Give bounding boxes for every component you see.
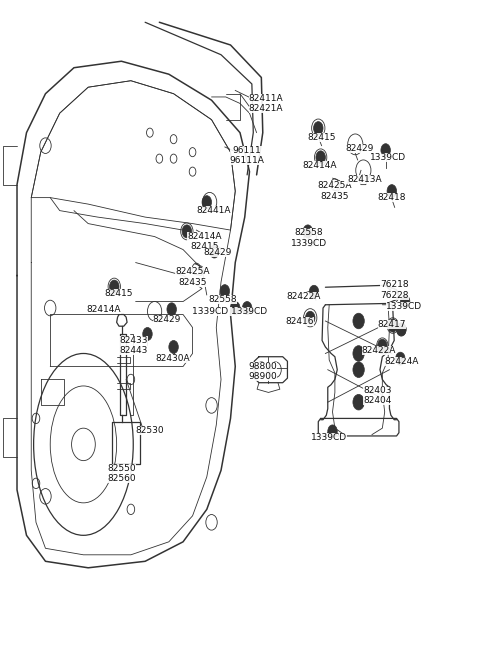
Circle shape <box>303 225 312 238</box>
Text: 82429: 82429 <box>204 248 232 257</box>
Text: 82422A: 82422A <box>287 292 321 301</box>
Circle shape <box>396 323 406 336</box>
Circle shape <box>400 295 410 308</box>
Circle shape <box>313 122 323 135</box>
Circle shape <box>109 280 119 293</box>
Circle shape <box>182 225 192 238</box>
Circle shape <box>387 185 396 198</box>
Text: 82416: 82416 <box>285 316 313 326</box>
Text: 82558: 82558 <box>208 295 237 304</box>
Circle shape <box>353 394 364 410</box>
Text: 82414A
82415: 82414A 82415 <box>187 232 222 252</box>
Text: 82415: 82415 <box>307 133 336 141</box>
Circle shape <box>220 285 229 297</box>
Text: 82530: 82530 <box>135 426 164 435</box>
Text: 82433
82443: 82433 82443 <box>120 336 148 356</box>
Text: 82550
82560: 82550 82560 <box>107 464 136 483</box>
Text: 1339CD 1339CD: 1339CD 1339CD <box>192 307 267 316</box>
Circle shape <box>316 151 325 164</box>
Text: 82430A: 82430A <box>156 354 190 363</box>
Text: 82418: 82418 <box>378 193 406 202</box>
Text: 82425A
82435: 82425A 82435 <box>175 267 210 286</box>
Text: 82413A: 82413A <box>347 175 382 184</box>
Circle shape <box>309 286 319 298</box>
Circle shape <box>378 339 387 352</box>
Circle shape <box>143 328 152 341</box>
Text: 82414A: 82414A <box>302 160 337 170</box>
Circle shape <box>381 143 390 157</box>
Text: 76218
76228: 76218 76228 <box>380 280 408 299</box>
Text: 82411A
82421A: 82411A 82421A <box>249 94 283 113</box>
Circle shape <box>353 346 364 362</box>
Circle shape <box>353 313 364 329</box>
Text: 82425A
82435: 82425A 82435 <box>318 181 352 201</box>
Text: 1339CD: 1339CD <box>371 153 407 162</box>
Text: 82429: 82429 <box>345 144 373 153</box>
Text: 82429: 82429 <box>153 314 181 324</box>
Circle shape <box>169 341 179 354</box>
Circle shape <box>328 425 337 438</box>
Circle shape <box>230 301 240 314</box>
Circle shape <box>396 352 405 365</box>
Text: 1339CD: 1339CD <box>311 434 347 442</box>
Circle shape <box>353 362 364 377</box>
Text: 82403
82404: 82403 82404 <box>363 386 392 405</box>
Circle shape <box>210 245 219 258</box>
Circle shape <box>167 303 177 316</box>
Text: 82415: 82415 <box>105 290 133 298</box>
Text: 82424A: 82424A <box>384 358 419 366</box>
Circle shape <box>242 301 252 314</box>
Text: 96111
96111A: 96111 96111A <box>229 145 264 165</box>
Text: 1339CD: 1339CD <box>385 301 422 310</box>
Text: 82422A: 82422A <box>362 346 396 355</box>
Text: 82414A: 82414A <box>86 305 120 314</box>
Circle shape <box>305 311 315 324</box>
Text: 82417: 82417 <box>378 320 406 329</box>
Circle shape <box>388 319 397 332</box>
Text: 82558
1339CD: 82558 1339CD <box>291 228 327 248</box>
Text: 82441A: 82441A <box>197 206 231 215</box>
Circle shape <box>202 196 212 209</box>
Text: 98800
98900: 98800 98900 <box>248 362 277 381</box>
